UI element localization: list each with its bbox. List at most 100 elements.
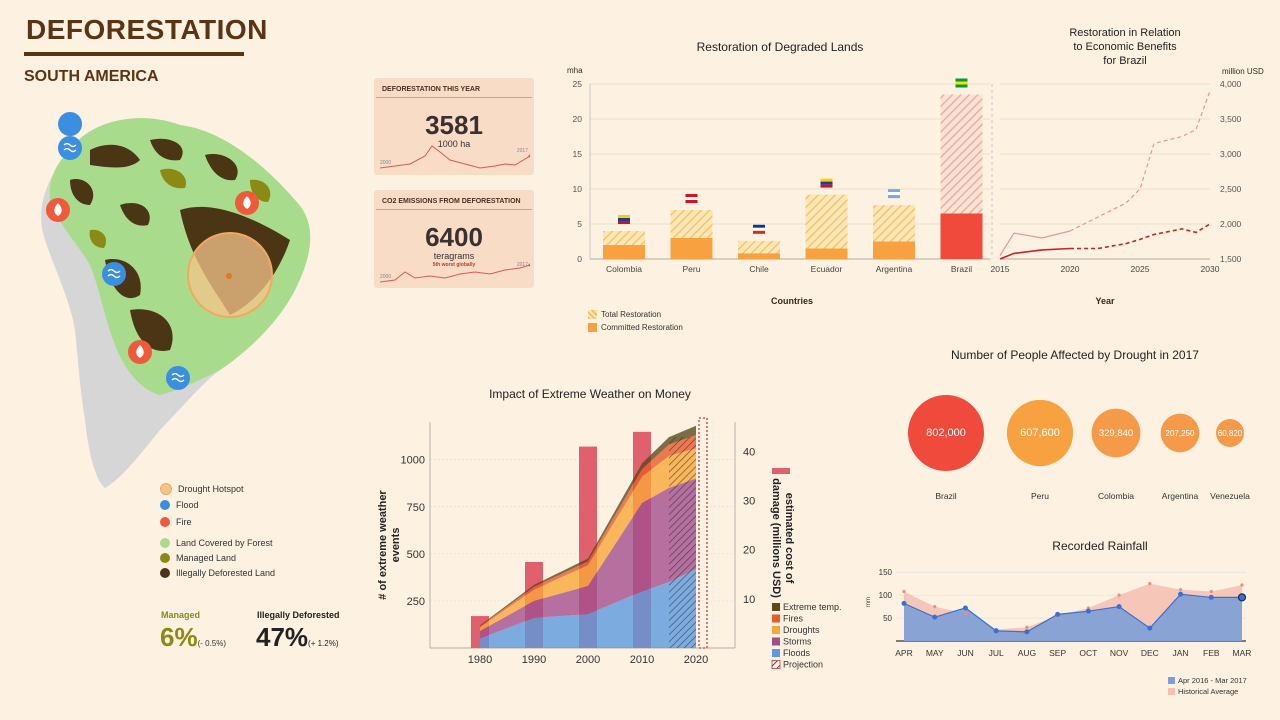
- historical-point: [1117, 593, 1121, 597]
- forest-area: [49, 118, 311, 396]
- card-note: 5th worst globally: [432, 262, 476, 268]
- rainfall-point: [1085, 608, 1091, 614]
- month-label: FEB: [1203, 648, 1220, 658]
- rainfall-actual-swatch: [1168, 677, 1175, 684]
- brazil-flag-icon: [955, 78, 968, 88]
- x-tick-label: 1990: [522, 654, 546, 666]
- weather-legend-label: Storms: [783, 637, 812, 647]
- historical-point: [1025, 625, 1029, 629]
- forest-dot-icon: [160, 538, 170, 548]
- y-tick-label: 1,500: [1220, 254, 1242, 264]
- deforestation-card: DEFORESTATION THIS YEAR 3581 1000 ha 200…: [374, 78, 534, 175]
- weather-legend-swatch: [772, 626, 780, 634]
- legend-deforested: Illegally Deforested Land: [160, 568, 310, 578]
- y-tick-label: 3,000: [1220, 149, 1242, 159]
- weather-legend-swatch: [772, 603, 780, 611]
- card-start-year: 2000: [380, 274, 392, 280]
- south-america-map: [41, 112, 311, 489]
- historical-point: [902, 589, 906, 594]
- y-tick-label: 4,000: [1220, 79, 1242, 89]
- month-label: MAY: [926, 648, 944, 658]
- bubble-country-label: Peru: [1031, 491, 1049, 501]
- weather-title: Impact of Extreme Weather on Money: [489, 387, 691, 401]
- x-tick-label: 1980: [468, 654, 492, 666]
- rainfall-chart: 50 100 150 mm APR MAY JUN JUL AUG SEP OCT NOV DEC JAN…: [866, 568, 1252, 658]
- x-tick-label: 2030: [1201, 264, 1220, 274]
- benefit-line-lower-projection: [1070, 223, 1211, 250]
- rainfall-point: [1208, 594, 1214, 600]
- drought-bubble: [1091, 408, 1141, 458]
- y-tick-label: 25: [573, 79, 583, 89]
- weather-ylabel-1: # of extreme weather: [377, 490, 389, 600]
- x-tick-label: Peru: [683, 264, 701, 274]
- weather-legend-label: Droughts: [783, 625, 820, 635]
- rainfall-point: [962, 605, 968, 611]
- y-tick-label: 20: [573, 114, 583, 124]
- rainfall-point: [1178, 591, 1184, 597]
- weather-area-droughts: [480, 448, 696, 632]
- fire-marker: [46, 198, 70, 222]
- y-tick-label: 0: [577, 254, 582, 264]
- weather-ylabel-2: events: [390, 528, 402, 563]
- month-label: MAR: [1233, 648, 1252, 658]
- rainfall-point: [1116, 604, 1122, 610]
- x-tick-label: 2000: [576, 654, 600, 666]
- economic-ylabel: million USD: [1222, 67, 1264, 76]
- benefit-line-upper-projection: [1069, 90, 1211, 232]
- benefit-line-upper: [999, 230, 1071, 256]
- y-tick-label: 5: [577, 219, 582, 229]
- chile-flag-icon: [753, 224, 765, 234]
- y-tick-label: 15: [573, 149, 583, 159]
- historical-point: [1209, 589, 1213, 594]
- deforestation-sparkline: [380, 145, 530, 169]
- fire-marker: [235, 191, 259, 215]
- legend-committed-restoration: Committed Restoration: [588, 323, 683, 332]
- historical-point: [1148, 582, 1152, 586]
- projection-legend-swatch: [771, 660, 781, 669]
- x-tick-label: Ecuador: [811, 264, 843, 274]
- bubble-value-label: 607,600: [1020, 427, 1060, 439]
- legend-managed: Managed Land: [160, 553, 310, 563]
- bubble-country-label: Colombia: [1098, 491, 1134, 501]
- weather-y2label-2: damage (millions USD): [770, 478, 782, 598]
- month-label: JUL: [989, 648, 1004, 658]
- y-tick-label: 3,500: [1220, 114, 1242, 124]
- committed-restoration-bar: [603, 245, 645, 259]
- committed-restoration-bar: [940, 213, 983, 259]
- colombia-flag-icon: [618, 215, 630, 224]
- card-end-year: 2017: [516, 262, 528, 268]
- benefit-line-lower: [999, 247, 1071, 260]
- card-unit: 1000 ha: [437, 139, 471, 149]
- historical-point: [933, 604, 937, 609]
- managed-change: (- 0.5%): [197, 639, 227, 648]
- x-tick-label: Argentina: [876, 264, 913, 274]
- page-title: DEFORESTATION: [26, 14, 268, 45]
- total-restoration-bar: [805, 194, 848, 259]
- weather-y2label-1: estimated cost of: [783, 493, 795, 584]
- y-tick-label: 500: [407, 549, 425, 561]
- weather-legend-swatch: [772, 637, 780, 646]
- committed-restoration-swatch: [588, 323, 597, 332]
- bubble-value-label: 207,250: [1166, 429, 1195, 438]
- x-tick-label: 2015: [991, 264, 1010, 274]
- card-value: 3581: [425, 110, 483, 140]
- rainfall-point: [1055, 611, 1061, 617]
- y2-tick-label: 10: [743, 594, 755, 606]
- legend-rainfall-historical: Historical Average: [1168, 687, 1238, 696]
- y-tick-label: 250: [407, 596, 425, 608]
- committed-restoration-bar: [738, 253, 780, 259]
- bubble-value-label: 329,840: [1099, 428, 1133, 439]
- ecuador-flag-icon: [820, 178, 833, 188]
- x-tick-label: Brazil: [951, 264, 972, 274]
- y-tick-label: 2,500: [1220, 184, 1242, 194]
- x-tick-label: 2025: [1131, 264, 1150, 274]
- co2-sparkline: [380, 263, 530, 283]
- weather-area-floods: [480, 568, 696, 648]
- x-tick-label: 2010: [630, 654, 654, 666]
- peru-flag-icon: [685, 194, 698, 203]
- recorded-rainfall-line: [903, 593, 1242, 633]
- weather-legend-label: Fires: [783, 614, 803, 624]
- rainfall-ylabel: mm: [866, 597, 872, 607]
- projection-hatch: [669, 437, 696, 648]
